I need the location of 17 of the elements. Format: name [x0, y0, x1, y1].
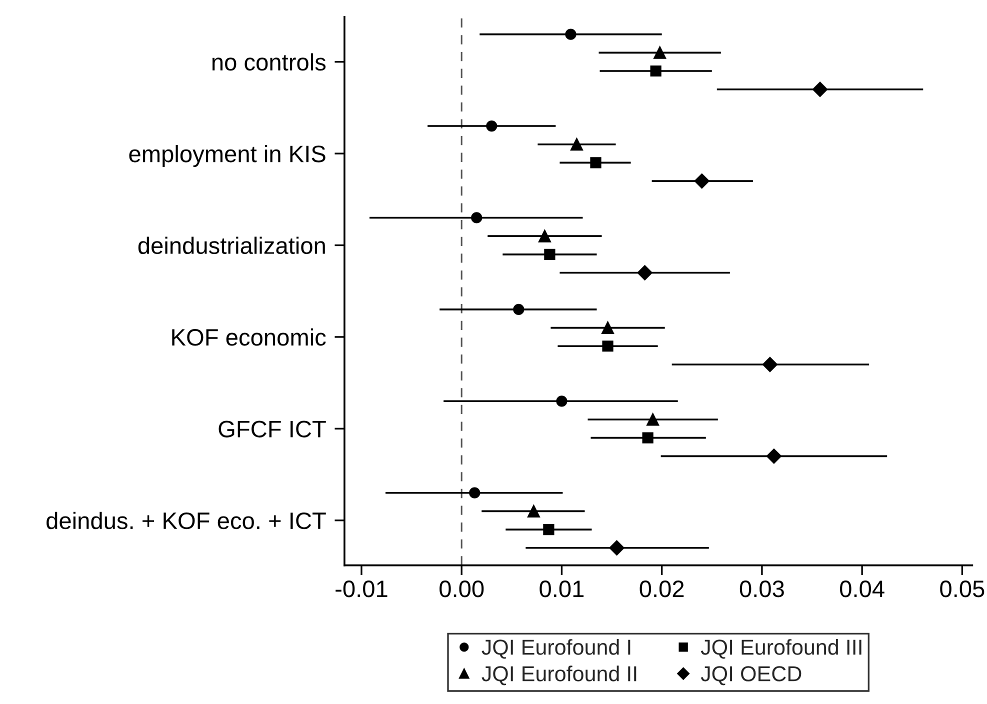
y-tick-label: KOF economic: [172, 328, 326, 346]
y-tick-label: deindus. + KOF eco. + ICT: [46, 512, 326, 530]
x-tick-label: 0.00: [440, 580, 484, 598]
x-tick-label: 0.02: [640, 580, 684, 598]
y-tick-label: employment in KIS: [129, 144, 326, 167]
x-tick-label: 0.01: [540, 580, 584, 598]
legend-label: JQI Eurofound II: [482, 666, 636, 686]
x-tick-label: 0.03: [740, 580, 784, 598]
y-tick-label: GFCF ICT: [218, 420, 326, 438]
legend-label: JQI OECD: [700, 666, 802, 686]
x-tick-label: 0.05: [940, 580, 984, 598]
y-tick-label: deindustrialization: [138, 236, 325, 254]
legend-label: JQI Eurofound I: [482, 639, 630, 659]
x-tick-label: -0.01: [336, 580, 388, 598]
y-tick-label: no controls: [212, 53, 326, 71]
legend-label: JQI Eurofound III: [700, 639, 862, 659]
x-tick-label: 0.04: [840, 580, 884, 598]
